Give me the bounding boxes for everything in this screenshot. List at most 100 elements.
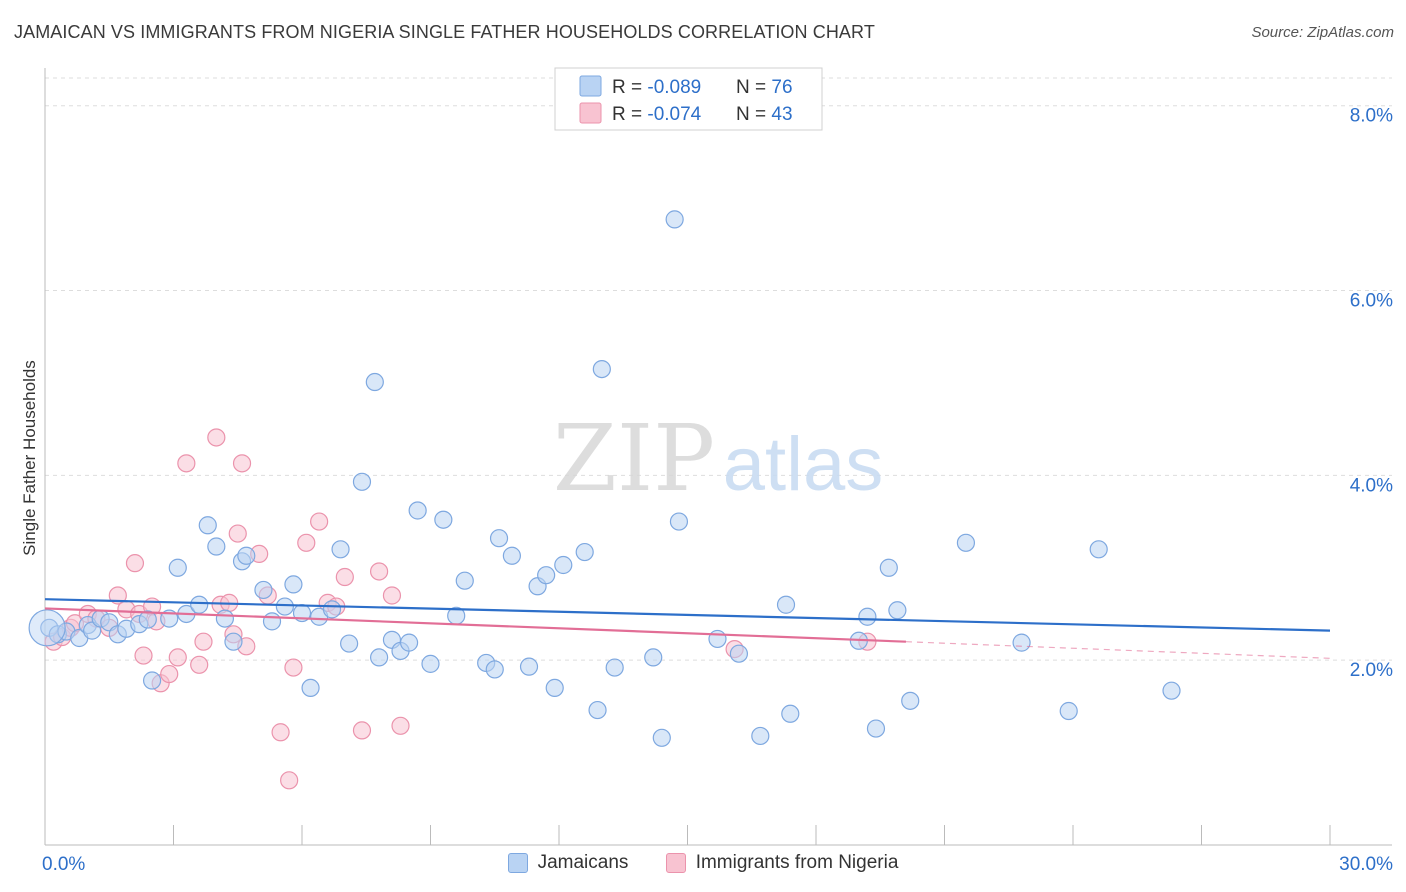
point-jamaicans <box>669 512 689 531</box>
legend-r-value-nigeria: -0.074 <box>647 104 701 125</box>
legend-item-nigeria[interactable]: Immigrants from Nigeria <box>665 852 899 874</box>
point-jamaicans <box>605 658 624 677</box>
trend-line-nigeria-extension <box>905 641 1331 659</box>
point-nigeria <box>177 454 196 473</box>
stats-legend: R = -0.089 N = 76 R = -0.074 N = 43 <box>554 67 823 131</box>
point-jamaicans-cluster <box>28 609 66 647</box>
point-jamaicans <box>207 537 226 556</box>
point-jamaicans <box>888 601 907 620</box>
point-jamaicans <box>545 678 564 698</box>
tick-labels: 2.0% 4.0% 6.0% 8.0% 0.0% 30.0% <box>42 106 1393 875</box>
point-jamaicans <box>901 691 920 710</box>
point-jamaicans <box>1162 681 1181 700</box>
point-nigeria <box>160 664 179 684</box>
point-jamaicans <box>708 629 727 649</box>
point-nigeria <box>280 771 299 790</box>
legend-n-label: N = <box>736 77 771 98</box>
svg-text:R = -0.089: R = -0.089 <box>612 77 701 98</box>
point-jamaicans <box>879 558 898 577</box>
trend-lines <box>44 598 1331 659</box>
series-jamaicans-points <box>28 210 1181 747</box>
x-tick-label: 30.0% <box>1339 854 1393 875</box>
watermark-atlas: atlas <box>723 422 884 507</box>
legend-n-label: N = <box>736 104 771 125</box>
point-jamaicans <box>751 726 770 746</box>
point-jamaicans <box>776 595 796 614</box>
y-tick-label: 6.0% <box>1350 291 1393 312</box>
point-jamaicans <box>138 610 157 629</box>
point-nigeria <box>125 554 145 573</box>
point-jamaicans <box>575 542 594 562</box>
svg-text:R = -0.074: R = -0.074 <box>612 104 702 125</box>
point-nigeria <box>190 655 209 674</box>
point-jamaicans <box>399 633 419 652</box>
point-jamaicans <box>781 704 800 723</box>
point-jamaicans <box>866 719 886 738</box>
point-nigeria <box>134 646 153 665</box>
legend-label-nigeria: Immigrants from Nigeria <box>695 852 899 873</box>
trend-line-jamaicans <box>44 598 1331 632</box>
y-axis-label: Single Father Households <box>20 360 39 556</box>
point-jamaicans <box>1059 701 1078 721</box>
point-jamaicans <box>434 510 453 529</box>
legend-swatch-jamaicans <box>507 853 528 873</box>
axes <box>44 68 1392 846</box>
point-jamaicans <box>592 359 611 379</box>
point-nigeria <box>310 512 329 531</box>
point-nigeria <box>382 586 402 605</box>
point-jamaicans <box>254 580 273 600</box>
point-jamaicans <box>224 632 243 651</box>
point-nigeria <box>207 428 226 447</box>
point-jamaicans <box>408 501 427 520</box>
point-jamaicans <box>331 540 350 559</box>
legend-r-value-jamaicans: -0.089 <box>647 77 701 98</box>
y-tick-label: 2.0% <box>1350 660 1393 681</box>
point-nigeria <box>284 658 303 677</box>
legend-n-value-nigeria: 43 <box>771 104 792 125</box>
y-tick-label: 8.0% <box>1350 106 1393 127</box>
point-jamaicans <box>284 575 303 594</box>
point-jamaicans <box>729 644 749 663</box>
legend-r-label: R = <box>612 77 647 98</box>
point-jamaicans <box>198 516 217 535</box>
legend-label-jamaicans: Jamaicans <box>537 852 629 873</box>
svg-text:N = 43: N = 43 <box>736 104 793 125</box>
legend-item-jamaicans[interactable]: Jamaicans <box>507 852 629 874</box>
point-jamaicans <box>365 372 384 392</box>
point-jamaicans <box>519 657 539 676</box>
legend-swatch-nigeria <box>579 102 602 124</box>
point-jamaicans <box>665 210 684 229</box>
chart-title: JAMAICAN VS IMMIGRANTS FROM NIGERIA SING… <box>14 22 875 42</box>
point-jamaicans <box>237 546 256 565</box>
point-jamaicans <box>370 648 389 667</box>
point-nigeria <box>352 721 372 740</box>
point-nigeria <box>391 716 410 735</box>
point-nigeria <box>168 648 187 667</box>
point-jamaicans <box>142 671 162 690</box>
point-jamaicans <box>455 571 474 590</box>
gridlines <box>45 77 1392 661</box>
point-jamaicans <box>554 555 573 575</box>
point-jamaicans <box>644 648 663 667</box>
point-jamaicans <box>262 612 282 631</box>
legend-n-value-jamaicans: 76 <box>771 77 792 98</box>
point-jamaicans <box>858 607 877 626</box>
point-nigeria <box>194 632 213 651</box>
source-label: Source: ZipAtlas.com <box>1251 24 1394 41</box>
bottom-legend: Jamaicans Immigrants from Nigeria <box>0 852 1406 879</box>
point-nigeria <box>108 586 127 605</box>
point-jamaicans <box>421 654 440 673</box>
svg-text:N = 76: N = 76 <box>736 77 793 98</box>
point-nigeria <box>232 454 252 473</box>
point-jamaicans <box>956 533 976 552</box>
point-jamaicans <box>502 546 521 565</box>
point-jamaicans <box>168 558 187 577</box>
point-jamaicans <box>275 597 294 616</box>
trend-line-nigeria <box>44 607 906 643</box>
point-jamaicans <box>301 678 320 698</box>
point-jamaicans <box>1089 540 1108 559</box>
point-nigeria <box>228 524 247 543</box>
point-jamaicans <box>1012 633 1031 652</box>
point-jamaicans <box>652 728 671 747</box>
